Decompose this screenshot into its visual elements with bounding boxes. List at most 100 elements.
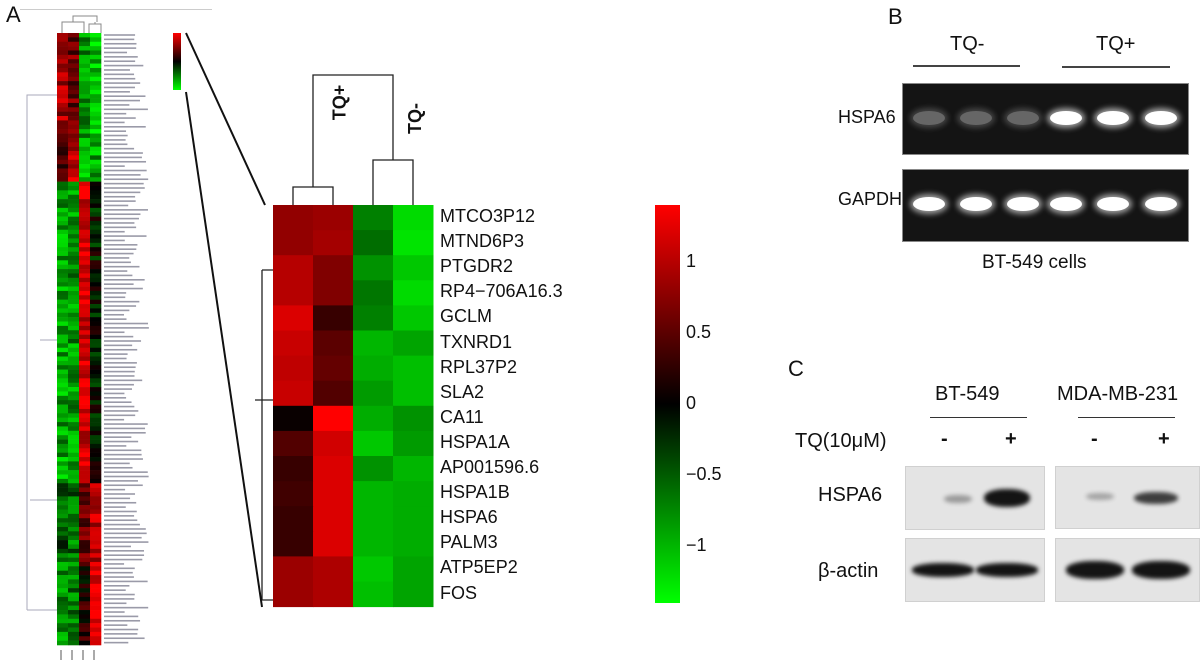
heatmap-cell	[273, 355, 314, 382]
overview-heatmap-cell	[68, 186, 80, 191]
overview-heatmap-cell	[68, 111, 80, 117]
overview-heatmap-cell	[57, 627, 69, 633]
overview-heatmap-cell	[90, 102, 102, 108]
overview-heatmap-cell	[57, 98, 69, 104]
overview-heatmap-cell	[90, 186, 102, 191]
heatmap-cell	[393, 205, 434, 231]
overview-heatmap-cell	[79, 596, 91, 602]
overview-row-label	[104, 156, 142, 159]
overview-heatmap-cell	[57, 474, 69, 480]
overview-row-label	[104, 174, 141, 176]
heatmap-cell	[393, 430, 434, 457]
band	[1066, 561, 1124, 579]
heatmap-cell	[393, 255, 434, 281]
heatmap-cell	[353, 305, 394, 331]
overview-heatmap-cell	[68, 269, 80, 274]
overview-heatmap-cell	[90, 89, 102, 95]
overview-heatmap-cell	[79, 347, 91, 353]
overview-heatmap-cell	[57, 220, 69, 226]
overview-heatmap-cell	[57, 177, 69, 182]
heatmap-cell	[353, 456, 394, 482]
band	[976, 563, 1038, 577]
overview-heatmap-cell	[79, 570, 91, 576]
overview-heatmap-cell	[90, 212, 102, 217]
overview-heatmap-cell	[68, 321, 80, 327]
overview-row-label	[104, 362, 137, 364]
panel-label-c: C	[788, 356, 804, 381]
blot-hspa6-bt549	[905, 466, 1045, 530]
overview-heatmap-cell	[90, 579, 102, 585]
overview-heatmap-cell	[57, 417, 69, 423]
overview-heatmap-cell	[57, 513, 69, 519]
heatmap-cell	[313, 531, 354, 557]
overview-heatmap-cell	[79, 470, 91, 475]
overview-heatmap-cell	[90, 304, 102, 309]
overview-heatmap-cell	[90, 439, 102, 445]
overview-heatmap-cell	[68, 404, 80, 410]
overview-row-label	[104, 165, 125, 167]
overview-heatmap-cell	[68, 151, 80, 156]
overview-heatmap-cell	[79, 465, 91, 471]
overview-heatmap-cell	[57, 492, 69, 497]
overview-heatmap-cell	[90, 561, 102, 567]
gel-band	[1050, 197, 1082, 211]
overview-row-dendrogram	[26, 94, 57, 611]
colorbar-tick-label: 0	[686, 393, 697, 413]
overview-row-label	[104, 501, 137, 504]
overview-heatmap-cell	[90, 417, 102, 423]
overview-heatmap-cell	[57, 430, 69, 436]
overview-heatmap-cell	[57, 570, 69, 576]
overview-heatmap-cell	[79, 229, 91, 235]
overview-heatmap-cell	[90, 400, 102, 405]
overview-heatmap-cell	[79, 207, 91, 213]
gene-label: SLA2	[440, 381, 485, 402]
overview-heatmap-cell	[68, 304, 80, 309]
gene-label: RP4−706A16.3	[440, 281, 563, 302]
gene-label: ATP5EP2	[440, 557, 518, 578]
overview-heatmap-cell	[79, 199, 91, 204]
overview-heatmap-cell	[79, 443, 91, 449]
overview-heatmap-cell	[79, 164, 91, 169]
gel-band	[1007, 111, 1039, 125]
overview-heatmap-cell	[68, 33, 80, 38]
overview-heatmap-cell	[79, 505, 91, 510]
overview-heatmap-cell	[57, 59, 69, 64]
heatmap-cell	[273, 280, 314, 306]
overview-row-label	[104, 624, 128, 626]
overview-heatmap-cell	[68, 640, 80, 646]
overview-heatmap-cell	[79, 439, 91, 445]
overview-heatmap-cell	[57, 408, 69, 414]
overview-row-label	[104, 152, 143, 154]
overview-row-label	[104, 585, 130, 587]
overview-heatmap-cell	[57, 164, 69, 169]
overview-heatmap-cell	[68, 216, 80, 222]
overview-heatmap-cell	[57, 531, 69, 537]
overview-heatmap-cell	[79, 605, 91, 611]
overview-row-label	[104, 213, 141, 216]
overview-heatmap-cell	[68, 575, 80, 580]
overview-heatmap-cell	[57, 251, 69, 257]
overview-heatmap-cell	[79, 85, 91, 91]
overview-heatmap-cell	[68, 116, 80, 121]
overview-heatmap-cell	[57, 457, 69, 462]
overview-heatmap-cell	[68, 610, 80, 615]
overview-row-label	[104, 410, 139, 412]
overview-heatmap-cell	[79, 487, 91, 493]
overview-heatmap-cell	[68, 81, 80, 86]
overview-heatmap-cell	[79, 400, 91, 405]
overview-heatmap-cell	[57, 640, 69, 646]
overview-row-label	[104, 42, 137, 45]
overview-heatmap-cell	[68, 439, 80, 445]
gene-label: RPL37P2	[440, 356, 518, 377]
overview-row-label	[104, 117, 136, 119]
gene-label: TXNRD1	[440, 331, 513, 352]
gene-label: GCLM	[440, 306, 493, 327]
overview-row-label	[104, 383, 134, 386]
overview-heatmap-cell	[79, 553, 91, 558]
overview-heatmap-cell	[57, 317, 69, 322]
overview-heatmap-cell	[90, 408, 102, 414]
overview-heatmap-cell	[90, 251, 102, 257]
overview-heatmap-cell	[68, 207, 80, 213]
overview-heatmap-cell	[79, 588, 91, 593]
heatmap-cell	[393, 531, 434, 557]
